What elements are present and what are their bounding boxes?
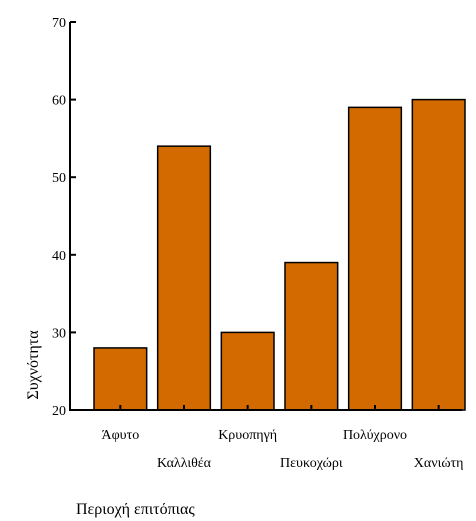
x-tick-label: Άφυτο xyxy=(101,428,139,443)
x-tick-label: Χανιώτη xyxy=(414,456,464,471)
x-axis-title: Περιοχή επιτόπιας xyxy=(76,501,195,518)
bar xyxy=(220,331,275,411)
y-axis-title: Συχνότητα xyxy=(25,330,42,400)
y-tick-label: 70 xyxy=(52,16,66,31)
y-tick-label: 20 xyxy=(52,404,66,419)
x-tick-label: Πευκοχώρι xyxy=(280,456,343,471)
x-tick-label: Κρυοπηγή xyxy=(218,428,277,443)
bar xyxy=(93,347,148,411)
y-axis-ticks: 20 30 40 50 60 70 xyxy=(52,16,76,419)
bar xyxy=(284,261,339,411)
x-tick-label: Καλλιθέα xyxy=(157,456,212,471)
y-tick-label: 60 xyxy=(52,94,66,109)
y-tick-label: 50 xyxy=(52,171,66,186)
bar xyxy=(411,98,466,411)
y-tick-label: 40 xyxy=(52,249,66,264)
y-tick-label: 30 xyxy=(52,326,66,341)
x-tick-label: Πολύχρονο xyxy=(343,428,407,443)
bars-group xyxy=(93,98,466,411)
bar xyxy=(156,145,212,411)
bar xyxy=(347,106,403,411)
